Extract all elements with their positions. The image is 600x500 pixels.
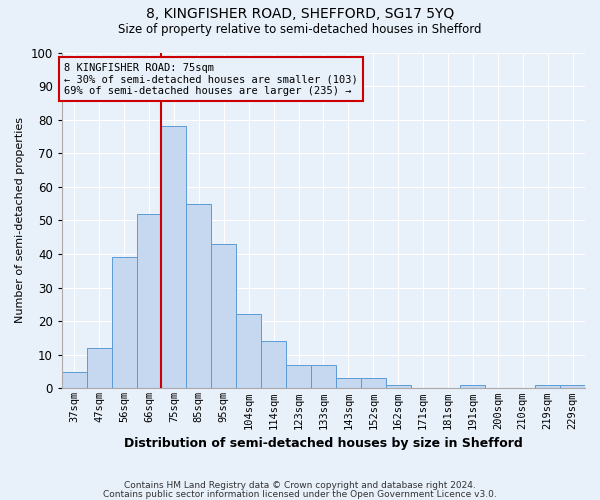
- Bar: [311, 365, 336, 388]
- Bar: [336, 378, 361, 388]
- Bar: [535, 385, 560, 388]
- Bar: [87, 348, 112, 389]
- Bar: [386, 385, 410, 388]
- X-axis label: Distribution of semi-detached houses by size in Shefford: Distribution of semi-detached houses by …: [124, 437, 523, 450]
- Bar: [137, 214, 161, 388]
- Bar: [261, 342, 286, 388]
- Text: 8 KINGFISHER ROAD: 75sqm
← 30% of semi-detached houses are smaller (103)
69% of : 8 KINGFISHER ROAD: 75sqm ← 30% of semi-d…: [64, 62, 358, 96]
- Bar: [211, 244, 236, 388]
- Bar: [187, 204, 211, 388]
- Text: Contains HM Land Registry data © Crown copyright and database right 2024.: Contains HM Land Registry data © Crown c…: [124, 481, 476, 490]
- Text: Contains public sector information licensed under the Open Government Licence v3: Contains public sector information licen…: [103, 490, 497, 499]
- Bar: [236, 314, 261, 388]
- Bar: [161, 126, 187, 388]
- Y-axis label: Number of semi-detached properties: Number of semi-detached properties: [15, 118, 25, 324]
- Text: 8, KINGFISHER ROAD, SHEFFORD, SG17 5YQ: 8, KINGFISHER ROAD, SHEFFORD, SG17 5YQ: [146, 8, 454, 22]
- Bar: [112, 258, 137, 388]
- Bar: [286, 365, 311, 388]
- Bar: [560, 385, 585, 388]
- Bar: [361, 378, 386, 388]
- Bar: [62, 372, 87, 388]
- Bar: [460, 385, 485, 388]
- Text: Size of property relative to semi-detached houses in Shefford: Size of property relative to semi-detach…: [118, 22, 482, 36]
